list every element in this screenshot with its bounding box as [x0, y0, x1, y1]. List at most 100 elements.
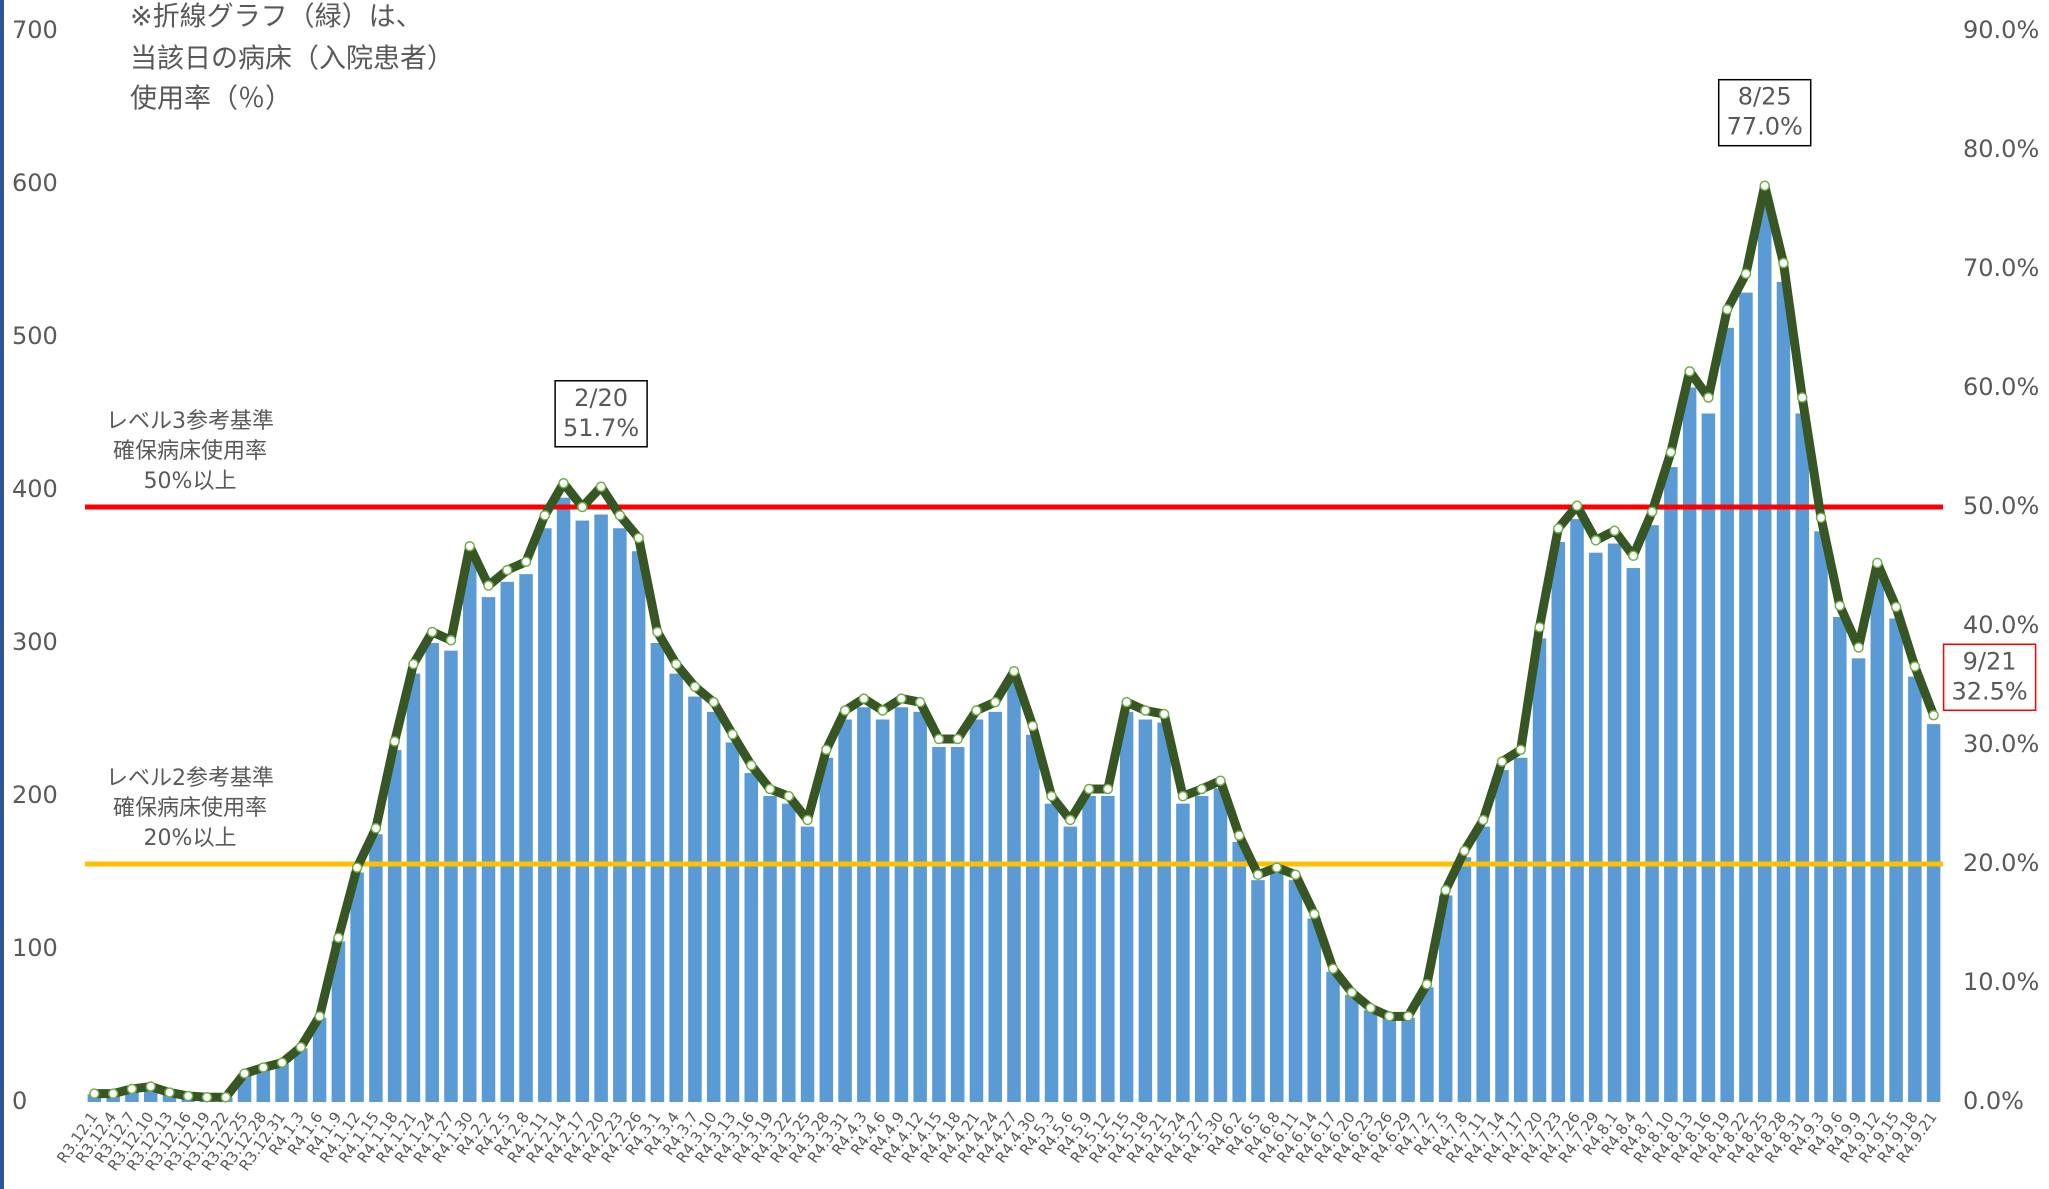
- bar: [444, 650, 458, 1102]
- line-marker: [1440, 884, 1451, 896]
- line-marker: [689, 681, 701, 692]
- line-marker: [295, 1042, 307, 1053]
- line-marker: [426, 626, 438, 638]
- y2-tick-label: 80.0%: [1963, 135, 2039, 163]
- line-marker: [408, 658, 419, 670]
- line-marker: [1477, 814, 1489, 826]
- bar: [1908, 676, 1922, 1102]
- line-marker: [89, 1088, 100, 1099]
- line-marker: [1384, 1011, 1395, 1022]
- line-marker: [483, 580, 494, 591]
- line-marker: [1740, 268, 1752, 280]
- bar: [369, 834, 383, 1102]
- line-marker: [839, 705, 851, 716]
- y-tick-label: 300: [12, 628, 58, 656]
- y2-tick-label: 70.0%: [1963, 254, 2039, 282]
- bar: [857, 707, 871, 1102]
- bar: [800, 826, 815, 1102]
- reference-label: 確保病床使用率: [113, 796, 267, 821]
- bar: [1851, 658, 1866, 1102]
- bar: [331, 941, 346, 1102]
- line-marker: [595, 481, 607, 493]
- y-tick-label: 400: [12, 475, 58, 503]
- bar: [1251, 880, 1265, 1102]
- y-tick-label: 0: [12, 1087, 27, 1115]
- line-marker: [614, 510, 626, 521]
- annotation-box: [1717, 78, 1812, 147]
- annotation-text: 9/21: [1963, 647, 2017, 675]
- bar: [1570, 519, 1584, 1102]
- y2-tick-label: 40.0%: [1963, 611, 2039, 639]
- line-marker: [107, 1088, 119, 1099]
- line-marker: [1196, 783, 1207, 795]
- reference-label: 50%以上: [144, 469, 237, 494]
- line-marker: [1872, 557, 1883, 569]
- bar: [1457, 857, 1472, 1102]
- bar: [1720, 327, 1734, 1102]
- bar: [1420, 987, 1434, 1102]
- line-marker: [445, 635, 457, 646]
- bar: [706, 711, 721, 1102]
- line-marker: [558, 477, 569, 489]
- line-marker: [351, 862, 363, 873]
- bar: [1513, 757, 1528, 1102]
- bar: [1438, 895, 1453, 1102]
- line-marker: [182, 1090, 194, 1102]
- bar: [1476, 826, 1490, 1102]
- bar: [1645, 525, 1659, 1102]
- bar: [1307, 918, 1322, 1102]
- line-marker: [858, 693, 870, 704]
- line-marker: [1271, 862, 1282, 873]
- line-marker: [145, 1081, 156, 1092]
- bar: [669, 673, 683, 1102]
- annotation-box: [1942, 643, 2037, 711]
- reference-label: 20%以上: [144, 826, 237, 851]
- y-tick-label: 200: [12, 781, 58, 809]
- bar: [1082, 796, 1096, 1102]
- note-line: ※折線グラフ（緑）は、: [130, 2, 423, 33]
- bar: [1682, 387, 1697, 1102]
- line-marker: [464, 541, 475, 552]
- y2-tick-label: 20.0%: [1963, 849, 2039, 877]
- line-marker: [126, 1083, 138, 1095]
- bar: [312, 1017, 327, 1102]
- bar: [894, 707, 909, 1102]
- line-marker: [1027, 720, 1039, 732]
- bar: [387, 750, 402, 1102]
- line-marker: [1158, 708, 1170, 720]
- line-marker: [727, 729, 738, 740]
- line-marker: [239, 1068, 250, 1079]
- line-marker: [989, 696, 1001, 708]
- annotation-text: 51.7%: [563, 414, 639, 442]
- reference-label: 確保病床使用率: [113, 439, 267, 464]
- line-marker: [1796, 392, 1808, 403]
- line-marker: [201, 1091, 213, 1103]
- bar: [350, 872, 364, 1102]
- bar: [519, 574, 533, 1102]
- bar: [275, 1063, 289, 1102]
- line-marker: [1609, 525, 1620, 537]
- bar: [1382, 1017, 1397, 1102]
- bar: [1345, 994, 1359, 1102]
- bar: [462, 558, 477, 1102]
- line-marker: [577, 501, 588, 513]
- bar: [1101, 796, 1115, 1102]
- line-marker: [764, 783, 776, 795]
- line-marker: [1646, 506, 1658, 518]
- bar: [950, 747, 965, 1102]
- bar: [838, 719, 852, 1102]
- bar: [875, 719, 890, 1102]
- bar: [500, 581, 515, 1102]
- line-marker: [1665, 447, 1677, 458]
- line-marker: [1421, 978, 1433, 990]
- bar: [481, 597, 496, 1102]
- bar: [538, 528, 552, 1102]
- line-marker: [1327, 963, 1339, 974]
- bar: [913, 711, 927, 1102]
- bar: [1551, 542, 1566, 1102]
- bar: [1795, 413, 1809, 1102]
- line-marker: [1065, 814, 1076, 826]
- line-marker: [1721, 304, 1733, 315]
- bar: [1664, 467, 1678, 1102]
